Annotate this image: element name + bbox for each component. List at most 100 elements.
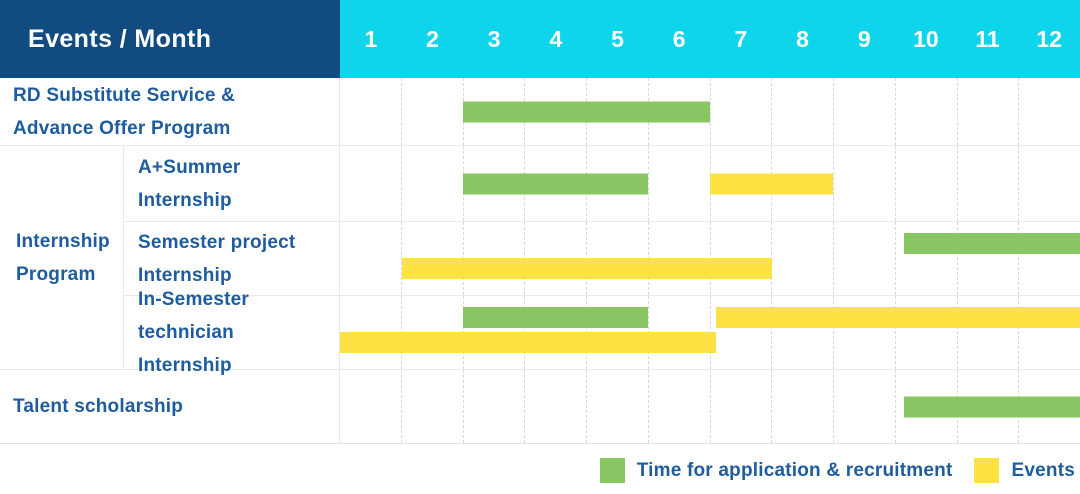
timeline-cell (340, 222, 1080, 295)
grid-column (896, 222, 958, 295)
table-body: RD Substitute Service & Advance Offer Pro… (0, 78, 1080, 444)
month-header-2: 2 (426, 25, 439, 52)
bar-lane (340, 307, 1080, 328)
grid-column (834, 370, 896, 443)
row-label: Semester project Internship (124, 222, 340, 295)
bar-events (716, 307, 1080, 328)
legend: Time for application & recruitment Events (578, 458, 1075, 483)
header-title: Events / Month (28, 24, 212, 53)
bar-events (401, 258, 772, 279)
row-label: In-Semester technician Internship (124, 289, 340, 376)
events-month-header-cell: Events / Month (0, 0, 340, 78)
table-row: Semester project Internship (124, 221, 1080, 295)
row-label: A+Summer Internship (124, 146, 340, 221)
grid-column (711, 370, 773, 443)
month-header-1: 1 (364, 25, 378, 52)
month-header-strip: 1 2 3 4 5 6 7 8 9 10 11 12 (340, 0, 1080, 78)
grid-column (711, 296, 773, 369)
month-header-6: 6 (672, 25, 686, 52)
month-header-9: 9 (857, 25, 871, 52)
table-header-row: Events / Month 1 2 3 4 5 6 7 8 9 10 11 12 (0, 0, 1080, 78)
bar-lane (340, 173, 1080, 194)
group-rows: A+Summer Internship Semester project Intern… (124, 146, 1080, 376)
bar-application-recruitment (463, 173, 649, 194)
legend-yellow-swatch (974, 458, 1000, 483)
grid-column (896, 296, 958, 369)
label-line: Internship (138, 264, 232, 286)
group-label: Internship Program (0, 146, 124, 369)
bar-lane (340, 233, 1080, 254)
grid-column (958, 222, 1020, 295)
bar-application-recruitment (904, 233, 1080, 254)
bar-lane (340, 332, 1080, 353)
grid-column (834, 296, 896, 369)
grid-column (464, 370, 526, 443)
grid-column (340, 78, 402, 145)
month-header-10: 10 (913, 25, 939, 52)
grid-column (340, 146, 402, 221)
grid-column (649, 370, 711, 443)
legend-item: Time for application & recruitment (599, 458, 953, 483)
label-line: RD Substitute Service & (13, 84, 236, 106)
label-line: Internship (16, 230, 110, 252)
grid-column (711, 78, 773, 145)
month-header-7: 7 (734, 25, 748, 52)
label-line: Internship (138, 189, 232, 211)
grid-column (896, 78, 958, 145)
month-header-8: 8 (796, 25, 809, 52)
grid-column (402, 146, 464, 221)
legend-label: Time for application & recruitment (636, 459, 953, 481)
grid-column (340, 222, 402, 295)
row-group-internship-program: Internship Program A+Summer Internship Semes… (0, 145, 1080, 376)
table-row: Talent scholarship (0, 369, 1080, 443)
month-header-12: 12 (1036, 25, 1063, 52)
bar-events (710, 173, 834, 194)
grid-column (525, 370, 587, 443)
grid-column (772, 222, 834, 295)
bar-application-recruitment (904, 396, 1080, 417)
grid-column (834, 222, 896, 295)
grid-column (896, 146, 958, 221)
table-row: RD Substitute Service & Advance Offer Pro… (0, 78, 1080, 145)
timeline-cell (340, 146, 1080, 221)
grid-column (711, 222, 773, 295)
grid-column (402, 78, 464, 145)
grid-column (340, 370, 402, 443)
bar-lane (340, 396, 1080, 417)
row-label: Talent scholarship (0, 370, 340, 443)
bar-events (340, 332, 717, 353)
grid-column (772, 78, 834, 145)
label-line: Talent scholarship (13, 396, 184, 417)
bar-lane (340, 101, 1080, 122)
label-line: A+Summer (138, 156, 241, 178)
bar-lane (340, 258, 1080, 279)
legend-green-swatch (599, 458, 625, 483)
month-header-5: 5 (611, 25, 624, 52)
month-header-3: 3 (487, 25, 501, 52)
timeline-cell (340, 296, 1080, 369)
legend-item: Events (974, 458, 1075, 483)
legend-label: Events (1011, 459, 1075, 481)
grid-column (649, 78, 711, 145)
timeline-cell (340, 370, 1080, 443)
label-line: Advance Offer Program (13, 117, 231, 139)
grid-column (834, 146, 896, 221)
grid-column (587, 370, 649, 443)
grid-column (834, 78, 896, 145)
grid-column (772, 370, 834, 443)
label-line: Program (16, 263, 96, 285)
grid-column (402, 370, 464, 443)
grid-column (958, 146, 1020, 221)
grid-column (958, 296, 1020, 369)
grid-column (772, 146, 834, 221)
bar-application-recruitment (463, 307, 649, 328)
label-line: In-Semester (138, 289, 249, 310)
grid-column (772, 296, 834, 369)
grid-column (958, 78, 1020, 145)
label-line: Semester project (138, 231, 296, 253)
table-row: In-Semester technician Internship (124, 289, 1080, 376)
month-header-4: 4 (549, 25, 563, 52)
bar-application-recruitment (463, 101, 710, 122)
row-label: RD Substitute Service & Advance Offer Pro… (0, 78, 340, 145)
